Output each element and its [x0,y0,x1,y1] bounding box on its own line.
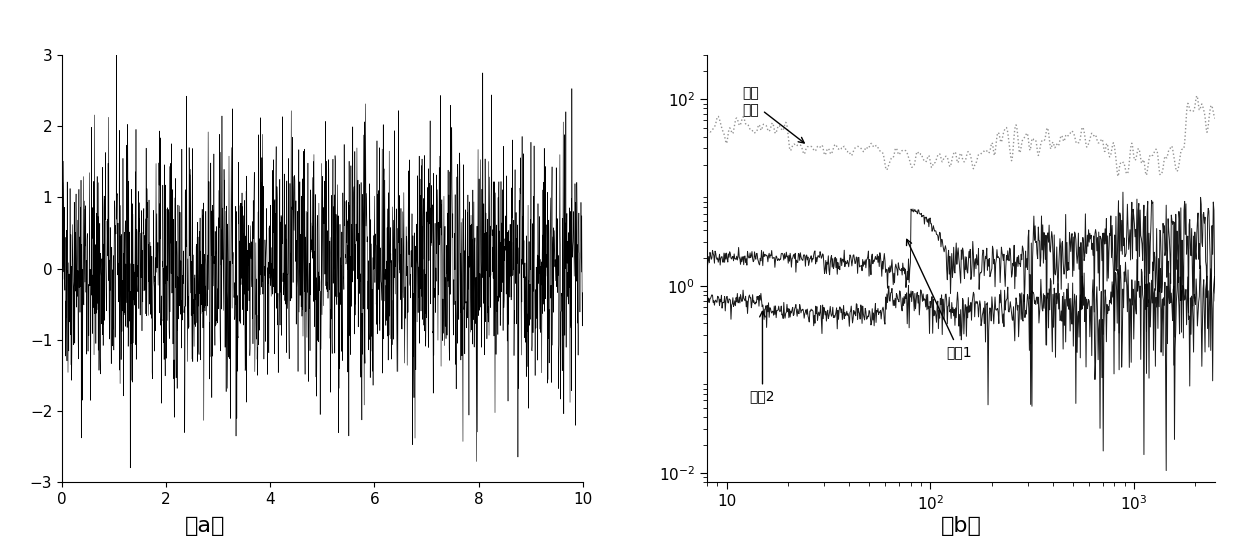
Text: （b）: （b） [941,516,981,535]
Text: 模态1: 模态1 [906,239,972,359]
Text: （a）: （a） [185,516,224,535]
Text: 模态2: 模态2 [750,311,775,403]
Text: 原始
信号: 原始 信号 [743,87,805,143]
